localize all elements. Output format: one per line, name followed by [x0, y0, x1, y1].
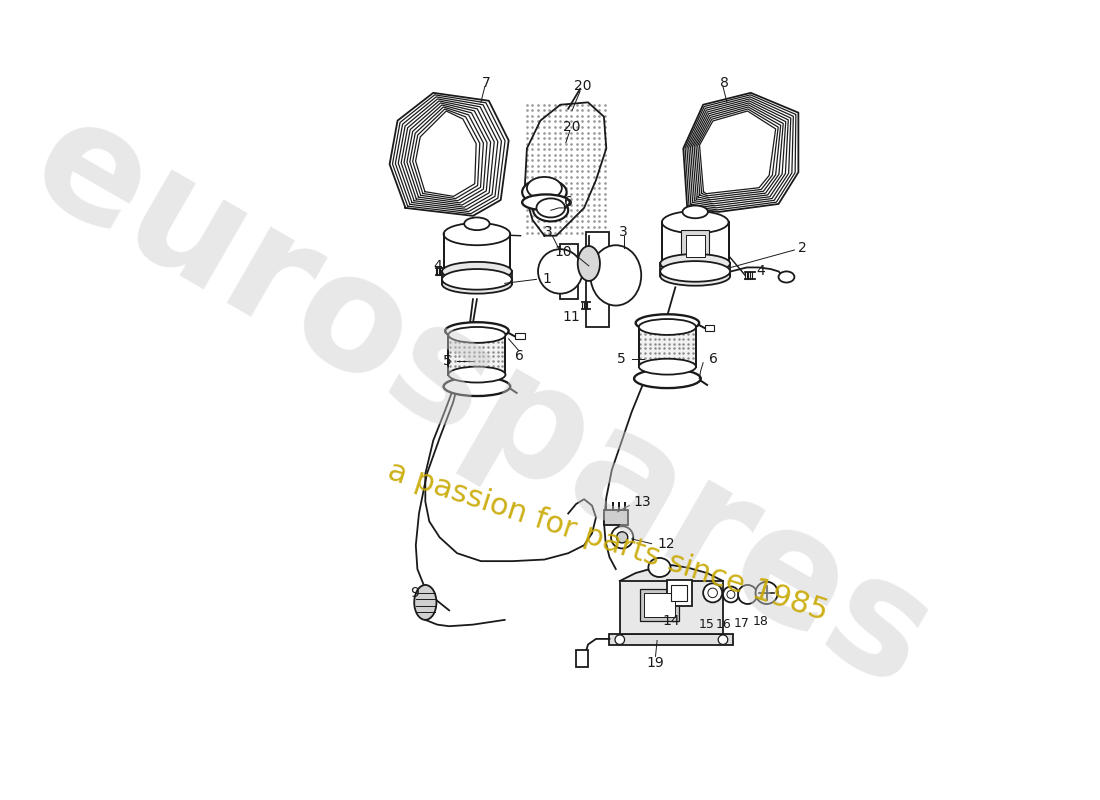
- Ellipse shape: [537, 198, 565, 218]
- Bar: [586, 232, 608, 327]
- Text: eurospares: eurospares: [4, 82, 957, 722]
- Ellipse shape: [617, 532, 628, 543]
- Ellipse shape: [639, 319, 696, 335]
- Text: 20: 20: [563, 120, 581, 134]
- Bar: [685, 235, 705, 257]
- Ellipse shape: [639, 358, 696, 374]
- Ellipse shape: [591, 246, 641, 306]
- Text: 15: 15: [700, 618, 715, 631]
- Ellipse shape: [578, 246, 600, 281]
- Text: 3: 3: [619, 225, 628, 238]
- Ellipse shape: [442, 269, 512, 290]
- Bar: [604, 510, 628, 526]
- Text: 4: 4: [433, 259, 441, 273]
- Ellipse shape: [612, 526, 634, 549]
- Bar: [667, 580, 692, 606]
- Text: 1: 1: [542, 271, 552, 286]
- Polygon shape: [683, 93, 799, 212]
- Ellipse shape: [464, 218, 490, 230]
- Ellipse shape: [756, 582, 778, 604]
- Ellipse shape: [662, 211, 728, 234]
- Text: 7: 7: [482, 76, 491, 90]
- Bar: [644, 593, 675, 617]
- Bar: [619, 581, 723, 634]
- Bar: [662, 222, 728, 268]
- Ellipse shape: [660, 254, 730, 273]
- Ellipse shape: [443, 223, 510, 246]
- Text: 8: 8: [720, 75, 729, 90]
- Ellipse shape: [703, 583, 723, 602]
- Ellipse shape: [636, 314, 700, 332]
- Ellipse shape: [449, 366, 506, 382]
- Ellipse shape: [442, 274, 512, 294]
- Polygon shape: [389, 93, 508, 216]
- Ellipse shape: [449, 327, 506, 343]
- Bar: [660, 263, 730, 276]
- Ellipse shape: [534, 199, 569, 222]
- Bar: [442, 271, 512, 284]
- Ellipse shape: [708, 588, 717, 598]
- Text: 14: 14: [662, 614, 680, 628]
- Ellipse shape: [415, 585, 437, 620]
- Ellipse shape: [538, 249, 583, 294]
- Text: 13: 13: [634, 495, 651, 510]
- Text: 9: 9: [410, 586, 419, 600]
- Text: 6: 6: [564, 195, 573, 210]
- Text: 12: 12: [657, 537, 674, 550]
- Text: 10: 10: [554, 245, 572, 258]
- Ellipse shape: [446, 322, 508, 340]
- Text: 11: 11: [562, 310, 580, 324]
- Bar: [576, 650, 588, 667]
- Text: 5: 5: [617, 352, 625, 366]
- Text: 16: 16: [716, 618, 732, 631]
- Text: 3: 3: [544, 225, 552, 238]
- Bar: [681, 230, 710, 262]
- Ellipse shape: [442, 262, 512, 281]
- Bar: [671, 585, 688, 601]
- Text: 19: 19: [647, 656, 664, 670]
- Bar: [560, 244, 578, 299]
- Polygon shape: [525, 102, 606, 236]
- Ellipse shape: [634, 369, 701, 388]
- Bar: [705, 325, 714, 331]
- Bar: [443, 234, 510, 278]
- Bar: [639, 589, 680, 621]
- Ellipse shape: [648, 558, 671, 577]
- Ellipse shape: [738, 585, 757, 604]
- Text: 2: 2: [799, 242, 807, 255]
- Ellipse shape: [615, 635, 625, 645]
- Text: 18: 18: [752, 615, 768, 628]
- Text: 17: 17: [734, 617, 749, 630]
- Bar: [449, 335, 506, 374]
- Ellipse shape: [443, 377, 510, 396]
- Ellipse shape: [723, 586, 739, 602]
- Bar: [639, 327, 696, 366]
- Bar: [515, 333, 525, 339]
- Ellipse shape: [660, 266, 730, 286]
- Bar: [609, 634, 734, 646]
- Ellipse shape: [660, 261, 730, 282]
- Text: 6: 6: [515, 350, 524, 363]
- Ellipse shape: [522, 194, 570, 210]
- Ellipse shape: [727, 590, 735, 598]
- Ellipse shape: [682, 206, 708, 218]
- Text: a passion for parts since 1985: a passion for parts since 1985: [384, 456, 832, 626]
- Text: 5: 5: [443, 354, 451, 368]
- Text: 4: 4: [756, 265, 764, 278]
- Ellipse shape: [527, 177, 562, 199]
- Ellipse shape: [522, 179, 566, 205]
- Text: 6: 6: [708, 352, 717, 366]
- Text: 20: 20: [574, 79, 591, 94]
- Ellipse shape: [779, 271, 794, 282]
- Ellipse shape: [718, 635, 728, 645]
